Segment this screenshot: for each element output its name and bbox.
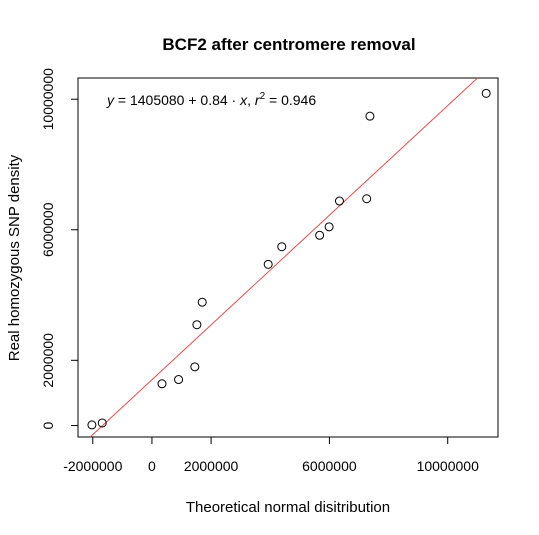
eq-r-exponent: 2 [260,91,266,102]
regression-line [89,77,478,438]
data-point [362,194,372,204]
data-point [481,88,491,98]
x-tick-label: 10000000 [417,458,480,474]
y-axis-label: Real homozygous SNP density [6,154,23,361]
y-axis: 0 2000000 6000000 10000000 [40,68,78,429]
data-point [157,379,167,389]
eq-r-value: = 0.946 [265,92,316,108]
y-tick-label: 0 [40,421,56,429]
regression-equation: y = 1405080 + 0.84 · x, r2 = 0.946 [106,91,316,108]
chart-title: BCF2 after centromere removal [162,35,415,54]
x-tick-label: -2000000 [63,458,122,474]
data-point [174,375,184,385]
x-axis: -2000000 0 2000000 6000000 10000000 [63,437,479,474]
eq-x-term: x [239,92,248,108]
x-tick-label: 6000000 [302,458,357,474]
data-point [97,418,107,428]
x-tick-label: 2000000 [184,458,239,474]
eq-middle: = 1405080 + 0.84 · [114,92,240,108]
y-tick-label: 10000000 [40,68,56,131]
data-point [197,297,207,307]
data-points [87,88,491,430]
data-point [87,420,97,430]
x-axis-label: Theoretical normal disitribution [186,499,390,516]
regression-line-group [89,77,478,438]
data-point [365,111,375,121]
eq-separator: , [247,92,255,108]
x-tick-label: 0 [148,458,156,474]
data-point [190,362,200,372]
data-point [334,196,344,206]
eq-r-term: r [255,92,261,108]
data-point [324,222,334,232]
data-point [315,230,325,240]
data-point [263,259,273,269]
data-point [277,242,287,252]
y-tick-label: 6000000 [40,202,56,257]
y-tick-label: 2000000 [40,333,56,388]
eq-y-term: y [106,92,115,108]
data-point [192,320,202,330]
plot-frame [77,77,499,438]
